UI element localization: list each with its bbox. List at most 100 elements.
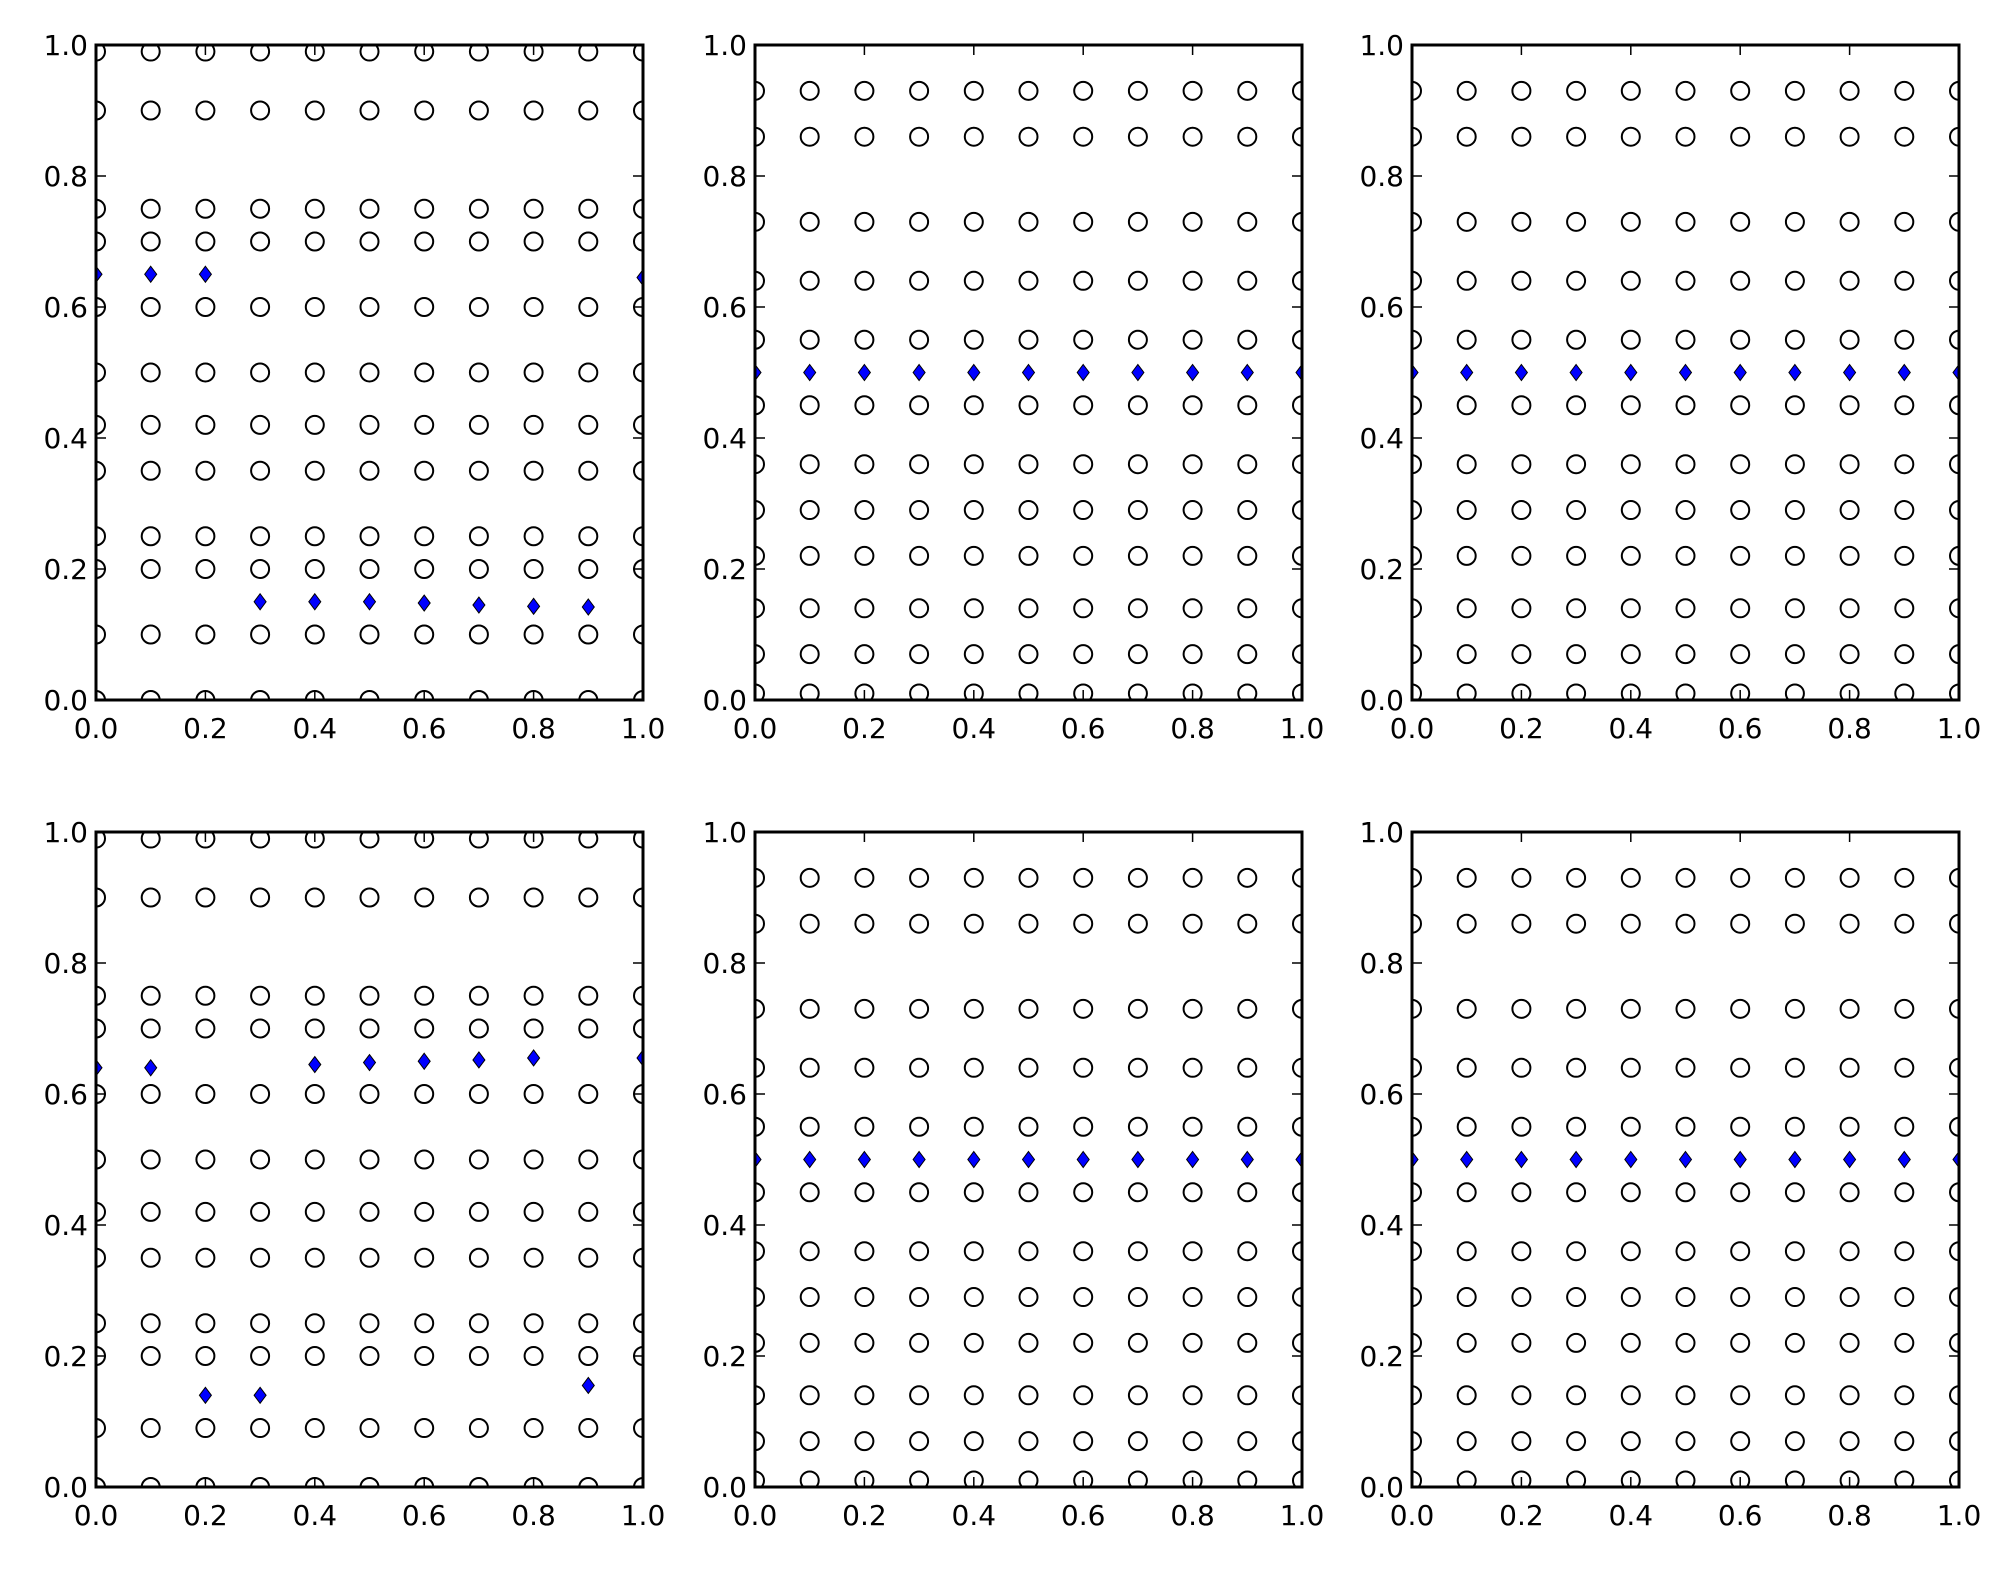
marker-circle — [1182, 644, 1203, 665]
marker-circle — [1237, 998, 1258, 1019]
marker-circle — [1182, 1057, 1203, 1078]
plot-area — [96, 45, 643, 700]
marker-circle — [755, 126, 765, 147]
marker-circle — [250, 690, 271, 700]
marker-circle — [799, 211, 820, 232]
marker-circle — [414, 231, 435, 252]
marker-circle — [1073, 644, 1094, 665]
marker-diamond — [1733, 363, 1747, 382]
marker-circle — [1018, 644, 1039, 665]
marker-circle — [1894, 598, 1915, 619]
marker-circle — [1620, 1287, 1641, 1308]
marker-circle — [1292, 1182, 1302, 1203]
marker-circle — [1127, 1182, 1148, 1203]
marker-circle — [1730, 598, 1751, 619]
marker-circle — [1839, 1470, 1860, 1487]
marker-circle — [1127, 1431, 1148, 1452]
marker-circle — [1018, 545, 1039, 566]
marker-circle — [523, 1418, 544, 1439]
marker-circle — [1412, 683, 1422, 700]
marker-circle — [1127, 211, 1148, 232]
marker-circle — [1784, 1385, 1805, 1406]
marker-circle — [963, 867, 984, 888]
marker-circle — [1237, 1431, 1258, 1452]
marker-circle — [1127, 644, 1148, 665]
marker-circle — [854, 867, 875, 888]
marker-circle — [1073, 1287, 1094, 1308]
marker-circle — [1511, 683, 1532, 700]
marker-circle — [1127, 454, 1148, 475]
marker-circle — [1292, 1332, 1302, 1353]
marker-circle — [1894, 1287, 1915, 1308]
marker-diamond — [144, 1058, 158, 1077]
marker-circle — [1894, 913, 1915, 934]
marker-circle — [96, 460, 106, 481]
marker-circle — [1566, 598, 1587, 619]
marker-diamond — [857, 1150, 872, 1169]
marker-diamond — [857, 363, 872, 382]
marker-circle — [1566, 1116, 1587, 1137]
marker-circle — [359, 460, 380, 481]
marker-circle — [1730, 644, 1751, 665]
marker-circle — [1566, 211, 1587, 232]
marker-circle — [1237, 913, 1258, 934]
marker-circle — [799, 500, 820, 521]
marker-circle — [578, 1313, 599, 1334]
marker-circle — [755, 329, 765, 350]
marker-circle — [468, 414, 489, 435]
marker-circle — [250, 559, 271, 579]
marker-circle — [1730, 1116, 1751, 1137]
marker-circle — [1237, 545, 1258, 566]
marker-circle — [1073, 500, 1094, 521]
marker-circle — [1894, 270, 1915, 291]
marker-diamond — [581, 1376, 595, 1395]
marker-circle — [96, 1313, 106, 1334]
marker-circle — [1073, 683, 1094, 700]
marker-circle — [755, 395, 765, 416]
marker-circle — [854, 500, 875, 521]
marker-circle — [1675, 1431, 1696, 1452]
plot-area — [96, 832, 643, 1487]
marker-diamond — [1076, 1150, 1090, 1169]
marker-circle — [963, 1431, 984, 1452]
marker-circle — [1237, 683, 1258, 700]
marker-circle — [633, 624, 643, 645]
marker-circle — [1237, 1287, 1258, 1308]
marker-circle — [1456, 329, 1477, 350]
marker-circle — [1237, 270, 1258, 291]
marker-circle — [1566, 913, 1587, 934]
marker-circle — [140, 1018, 161, 1039]
marker-circle — [140, 45, 161, 62]
marker-circle — [1566, 454, 1587, 475]
marker-circle — [1456, 683, 1477, 700]
marker-circle — [1412, 454, 1422, 475]
marker-circle — [1237, 1332, 1258, 1353]
marker-diamond — [803, 363, 817, 382]
x-tick-label: 0.4 — [952, 712, 997, 745]
marker-circle — [963, 454, 984, 475]
x-tick-label: 0.4 — [293, 712, 338, 745]
marker-circle — [359, 45, 380, 62]
marker-circle — [1730, 1470, 1751, 1487]
marker-circle — [140, 1247, 161, 1268]
marker-circle — [1073, 270, 1094, 291]
marker-circle — [414, 1247, 435, 1268]
marker-circle — [1018, 454, 1039, 475]
x-tick-label: 0.8 — [1827, 712, 1872, 745]
marker-circle — [414, 832, 435, 849]
marker-circle — [1237, 211, 1258, 232]
marker-circle — [468, 231, 489, 252]
marker-circle — [1456, 1287, 1477, 1308]
marker-circle — [1566, 1241, 1587, 1262]
marker-circle — [1784, 395, 1805, 416]
marker-circle — [1675, 395, 1696, 416]
marker-circle — [1620, 270, 1641, 291]
marker-circle — [1292, 329, 1302, 350]
marker-diamond — [1240, 363, 1254, 382]
marker-circle — [1730, 80, 1751, 101]
x-tick-label: 0.0 — [74, 1499, 119, 1532]
marker-circle — [1730, 454, 1751, 475]
marker-circle — [1182, 500, 1203, 521]
marker-circle — [1894, 126, 1915, 147]
marker-circle — [578, 45, 599, 62]
